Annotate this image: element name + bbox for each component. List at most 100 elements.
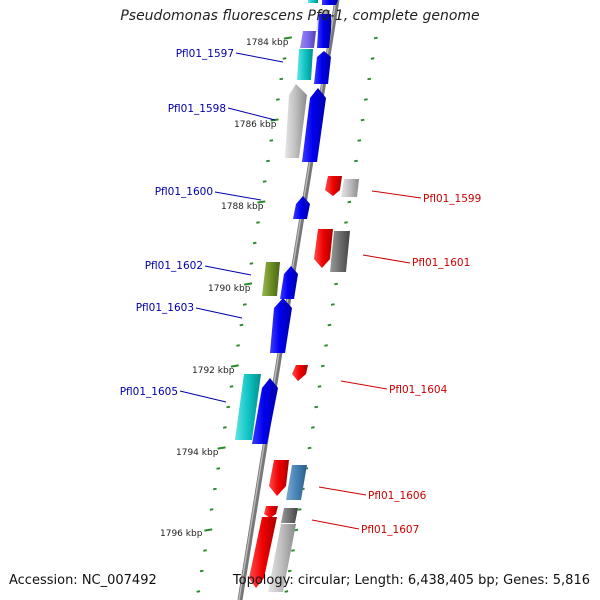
tick-label: 1794 kbp — [176, 448, 219, 458]
track-tick — [297, 508, 302, 511]
gene-arrow-pfl01-1605[interactable] — [252, 378, 278, 444]
gene-labels: Pfl01_1597 Pfl01_1598 Pfl01_1599 Pfl01_1… — [120, 48, 482, 536]
track-tick — [199, 569, 204, 573]
track-tick — [311, 426, 315, 429]
track-tick — [217, 446, 226, 450]
track-tick — [256, 221, 260, 224]
gene-arrow-pfl01-1607-gray[interactable] — [268, 524, 296, 592]
track-tick — [344, 221, 348, 224]
gene-arrow-pfl01-1599-gray[interactable] — [341, 179, 359, 197]
gene-arrow-pfl01-1601-gray[interactable] — [330, 231, 350, 272]
track-tick — [284, 590, 289, 593]
gene-arrow-pfl01-1606-steel[interactable] — [286, 465, 307, 500]
track-tick — [257, 200, 266, 204]
track-tick — [236, 344, 240, 347]
gene-arrow-pfl01-1602[interactable] — [262, 262, 280, 296]
leader-lines — [179, 52, 422, 530]
track-tick — [249, 262, 254, 265]
track-tick — [226, 405, 231, 409]
track-tick — [354, 159, 358, 163]
track-tick — [287, 569, 292, 573]
map-title: Pseudomonas fluorescens Pf0-1, complete … — [120, 8, 480, 24]
accession-label: Accession: NC_007492 — [9, 573, 157, 588]
gene-arrow-pfl01-1604[interactable] — [292, 365, 308, 381]
tick-labels: 1784 kbp 1786 kbp 1788 kbp 1790 kbp 1792… — [160, 38, 289, 539]
feature-top-cyan — [308, 0, 318, 3]
track-tick — [239, 323, 244, 327]
track-tick — [364, 98, 368, 101]
track-tick — [330, 303, 335, 306]
gene-label-pfl01-1600[interactable]: Pfl01_1600 — [155, 186, 213, 198]
track-tick — [327, 323, 332, 327]
track-tick — [370, 57, 375, 60]
gene-arrow-pfl01-1606[interactable] — [269, 460, 289, 496]
track-tick — [357, 139, 362, 142]
gene-arrow-pfl01-1607[interactable] — [249, 517, 277, 588]
track-tick — [262, 180, 267, 183]
gene-label-pfl01-1601[interactable]: Pfl01_1601 — [412, 257, 470, 269]
gene-label-pfl01-1602[interactable]: Pfl01_1602 — [145, 260, 203, 272]
track-tick — [209, 508, 214, 511]
track-tick — [283, 36, 292, 40]
track-tick — [317, 385, 322, 388]
track-tick — [291, 549, 295, 552]
track-tick — [367, 77, 372, 81]
gene-arrow-pfl01-1601[interactable] — [314, 229, 333, 268]
gene-arrow-pfl01-1607-small[interactable] — [264, 506, 278, 518]
gene-label-pfl01-1605[interactable]: Pfl01_1605 — [120, 386, 178, 398]
track-tick — [347, 200, 352, 204]
tick-label: 1790 kbp — [208, 284, 251, 294]
topology-label: Topology: circular; Length: 6,438,405 bp… — [232, 573, 590, 588]
track-tick — [320, 364, 325, 368]
gene-arrow-pfl01-1598[interactable] — [302, 88, 326, 162]
gene-arrow-pfl01-1607-dark[interactable] — [281, 508, 298, 523]
gene-arrow-pfl01-1603[interactable] — [270, 298, 292, 353]
gene-label-pfl01-1606[interactable]: Pfl01_1606 — [368, 490, 427, 502]
gene-label-pfl01-1604[interactable]: Pfl01_1604 — [389, 384, 448, 396]
gene-label-pfl01-1607[interactable]: Pfl01_1607 — [361, 524, 419, 536]
track-tick — [282, 57, 287, 60]
gene-label-pfl01-1599[interactable]: Pfl01_1599 — [423, 193, 481, 205]
track-tick — [360, 118, 365, 122]
gene-arrow-pfl01-1602-blue[interactable] — [280, 266, 298, 299]
track-tick — [204, 528, 213, 532]
feature-blue-a — [317, 14, 331, 48]
track-tick — [216, 467, 221, 470]
track-tick — [230, 364, 239, 368]
gene-label-pfl01-1603[interactable]: Pfl01_1603 — [136, 302, 194, 314]
track-tick — [276, 98, 280, 101]
feature-top-blue — [322, 0, 338, 5]
track-tick — [279, 77, 284, 81]
gene-arrow-pfl01-1599[interactable] — [325, 176, 342, 196]
tick-label: 1796 kbp — [160, 529, 203, 539]
gene-arrow-pfl01-1605-cyan[interactable] — [235, 374, 261, 440]
track-tick — [229, 385, 234, 388]
track-tick — [294, 528, 299, 532]
track-tick — [242, 303, 247, 306]
tick-label: 1788 kbp — [221, 202, 264, 212]
feature-purple — [300, 31, 316, 48]
track-tick — [196, 590, 201, 593]
tick-label: 1784 kbp — [246, 38, 289, 48]
tick-label: 1792 kbp — [192, 366, 235, 376]
gene-arrow-pfl01-1597[interactable] — [314, 51, 331, 84]
track-tick — [252, 241, 257, 245]
tick-label: 1786 kbp — [234, 120, 277, 130]
gene-label-pfl01-1598[interactable]: Pfl01_1598 — [168, 103, 226, 115]
track-tick — [334, 282, 338, 286]
track-tick — [314, 405, 319, 409]
gene-label-pfl01-1597[interactable]: Pfl01_1597 — [176, 48, 234, 60]
track-tick — [266, 159, 270, 163]
gene-arrow-pfl01-1598-gray[interactable] — [285, 84, 307, 158]
track-tick — [269, 139, 274, 142]
gene-arrow-pfl01-1597-cyan[interactable] — [297, 49, 313, 80]
track-tick — [223, 426, 227, 429]
track-tick — [324, 344, 328, 347]
track-tick — [203, 549, 207, 552]
gene-arrow-pfl01-1600[interactable] — [293, 196, 310, 219]
track-tick — [373, 36, 378, 40]
track-tick — [244, 282, 253, 286]
track-tick — [307, 446, 312, 450]
track-tick — [213, 487, 217, 491]
